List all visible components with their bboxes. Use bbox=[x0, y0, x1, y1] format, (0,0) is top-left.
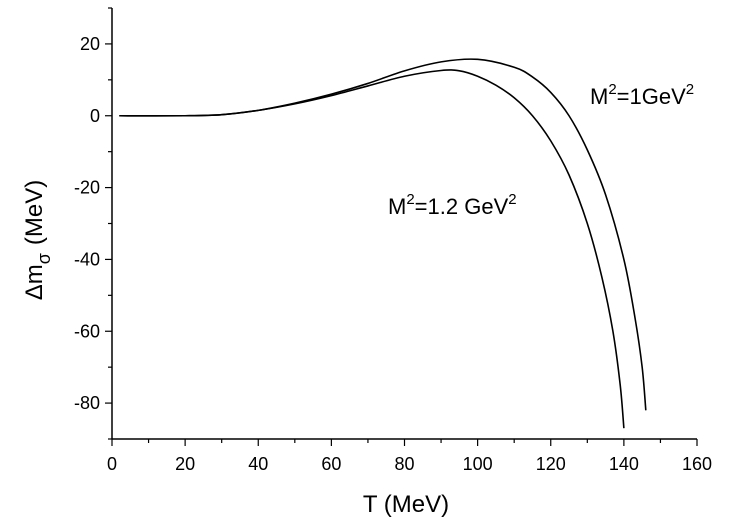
y-tick-label: -40 bbox=[74, 249, 100, 269]
y-tick-label: -20 bbox=[74, 178, 100, 198]
x-tick-label: 60 bbox=[321, 454, 341, 474]
series-line-0 bbox=[119, 58, 647, 411]
x-tick-label: 140 bbox=[609, 454, 639, 474]
y-tick-label: -80 bbox=[74, 393, 100, 413]
series-line-1 bbox=[119, 69, 625, 429]
x-tick-label: 20 bbox=[175, 454, 195, 474]
annotation-1-sup1: 2 bbox=[406, 191, 414, 208]
y-axis-title-prefix: Δm bbox=[21, 264, 48, 300]
y-tick-label: -60 bbox=[74, 321, 100, 341]
y-axis-title-subscript: σ bbox=[34, 253, 54, 264]
annotation-1-sup2: 2 bbox=[508, 191, 516, 208]
annotation-m2-1gev2: M2=1GeV2 bbox=[590, 81, 694, 109]
ticks: 0 20 40 60 80 100 120 140 160 -80 -60 -40 -20 0 20 bbox=[74, 7, 712, 474]
series-group bbox=[119, 58, 647, 429]
x-tick-label: 0 bbox=[107, 454, 117, 474]
annotation-0-sup1: 2 bbox=[608, 81, 616, 98]
x-tick-label: 160 bbox=[682, 454, 712, 474]
annotation-1-mid: =1.2 GeV bbox=[415, 194, 509, 219]
annotation-0-sup2: 2 bbox=[686, 81, 694, 98]
y-axis-title: Δmσ (MeV) bbox=[21, 180, 54, 300]
x-tick-label: 80 bbox=[394, 454, 414, 474]
annotation-1-base: M bbox=[388, 194, 406, 219]
annotation-m2-1-2gev2: M2=1.2 GeV2 bbox=[388, 191, 517, 219]
annotation-0-base: M bbox=[590, 84, 608, 109]
y-tick-label: 20 bbox=[80, 34, 100, 54]
x-axis-title: T (MeV) bbox=[363, 491, 449, 518]
x-tick-label: 120 bbox=[536, 454, 566, 474]
y-axis-title-suffix: (MeV) bbox=[21, 180, 48, 245]
y-tick-label: 0 bbox=[90, 106, 100, 126]
x-tick-label: 40 bbox=[248, 454, 268, 474]
axes bbox=[111, 8, 697, 440]
annotation-0-mid: =1GeV bbox=[617, 84, 686, 109]
x-tick-label: 100 bbox=[463, 454, 493, 474]
